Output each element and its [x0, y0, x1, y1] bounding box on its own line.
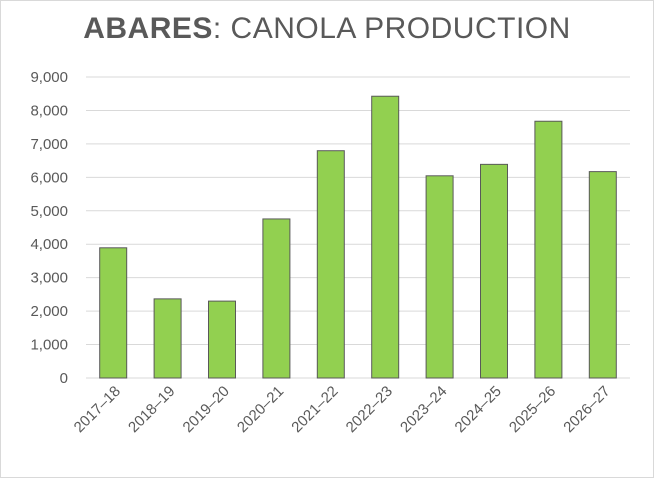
y-tick-label: 4,000 [30, 236, 68, 253]
y-tick-label: 2,000 [30, 303, 68, 320]
x-tick-label: 2020–21 [234, 383, 287, 436]
bar-2024–25 [480, 163, 508, 379]
x-tick-label: 2026–27 [560, 383, 613, 436]
chart-title-rest: : CANOLA PRODUCTION [212, 12, 571, 45]
x-tick-label: 2018–19 [125, 383, 178, 436]
y-tick-label: 0 [60, 370, 68, 387]
bar-2023–24 [425, 175, 454, 379]
y-tick-label: 3,000 [30, 270, 68, 287]
y-tick-label: 8,000 [30, 102, 68, 119]
y-tick-label: 7,000 [30, 136, 68, 153]
bar-2026–27 [588, 171, 617, 379]
y-axis-labels: 0 1,000 2,000 3,000 4,000 5,000 6,000 7,000 8,00… [30, 69, 68, 387]
y-tick-label: 5,000 [30, 203, 68, 220]
bar-2018–19 [153, 298, 182, 379]
x-tick-label: 2017–18 [71, 383, 124, 436]
bar-2020–21 [262, 218, 291, 379]
x-tick-label: 2019–20 [180, 383, 233, 436]
x-tick-label: 2024–25 [452, 383, 505, 436]
x-tick-label: 2022–23 [343, 383, 396, 436]
bar-2025–26 [534, 120, 563, 379]
bar-2017–18 [99, 247, 128, 379]
chart-title: ABARES: CANOLA PRODUCTION [0, 12, 654, 46]
bars [99, 95, 617, 379]
chart-title-bold: ABARES [83, 12, 213, 45]
x-tick-label: 2025–26 [506, 383, 559, 436]
x-tick-label: 2023–24 [397, 383, 450, 436]
bar-2019–20 [208, 300, 236, 379]
y-tick-label: 9,000 [30, 69, 68, 86]
x-tick-label: 2021–22 [288, 383, 341, 436]
x-axis-labels: 2017–18 2018–19 2019–20 2020–21 2021–22 2022–… [71, 383, 614, 436]
bar-2022–23 [371, 95, 400, 379]
y-tick-label: 6,000 [30, 169, 68, 186]
bar-2021–22 [316, 150, 345, 379]
y-tick-label: 1,000 [30, 337, 68, 354]
